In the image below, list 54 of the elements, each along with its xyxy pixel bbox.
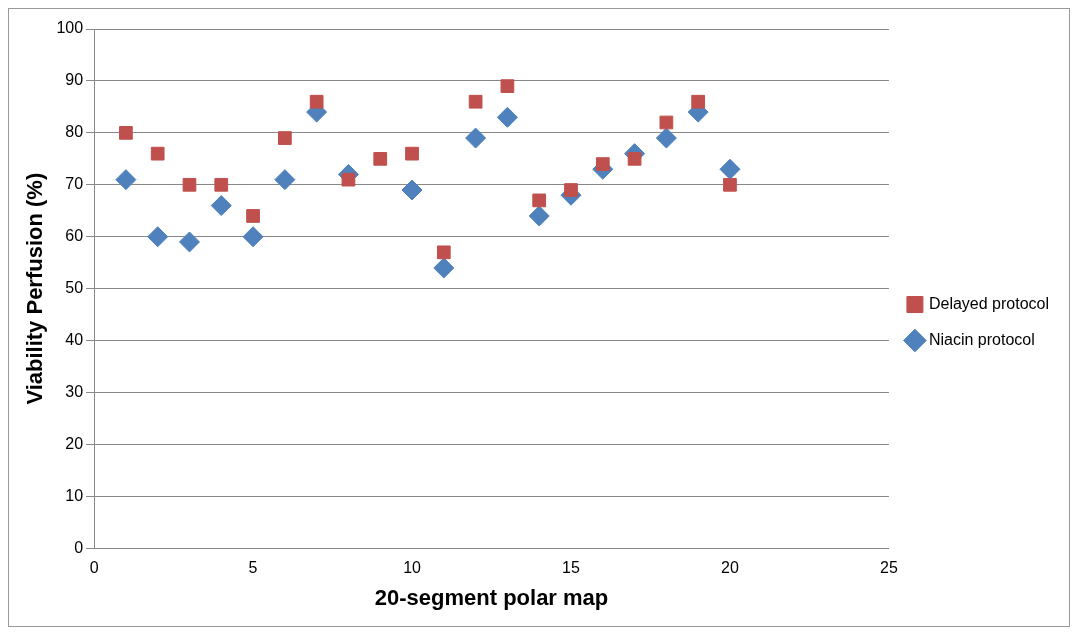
point <box>659 115 674 130</box>
y-tick-label: 50 <box>65 279 84 297</box>
point <box>242 226 264 248</box>
y-tick-label: 70 <box>65 175 84 193</box>
y-tick-label: 20 <box>65 434 84 452</box>
point <box>246 209 260 223</box>
point <box>496 106 518 128</box>
x-tick-label: 10 <box>403 559 422 577</box>
point <box>115 169 137 191</box>
point <box>214 177 229 192</box>
y-tick-label: 0 <box>74 538 84 556</box>
y-tick-label: 30 <box>65 382 84 400</box>
x-tick-label: 0 <box>89 559 99 577</box>
point <box>433 257 455 279</box>
point <box>341 172 356 187</box>
x-axis-title: 20-segment polar map <box>374 584 609 610</box>
point <box>373 151 388 166</box>
y-tick-label: 90 <box>65 71 84 89</box>
point <box>500 79 515 93</box>
x-tick-label: 15 <box>562 559 580 577</box>
y-tick-label: 80 <box>65 123 84 141</box>
x-tick-label: 5 <box>248 559 258 577</box>
point <box>309 94 324 109</box>
point <box>723 177 737 192</box>
legend-label: Delayed protocol <box>928 294 1050 312</box>
point <box>178 231 200 253</box>
point <box>691 94 706 109</box>
x-tick-label: 25 <box>880 559 898 577</box>
point <box>595 157 610 171</box>
y-axis-title: Viability Perfusion (%) <box>22 172 48 405</box>
point <box>655 127 677 149</box>
y-tick-label: 100 <box>56 19 84 37</box>
y-tick-label: 60 <box>65 227 84 245</box>
y-tick-label: 40 <box>65 331 84 349</box>
point <box>401 179 423 201</box>
point <box>564 183 578 197</box>
point <box>528 205 550 227</box>
point <box>182 177 197 192</box>
point <box>150 146 165 161</box>
point <box>147 226 169 248</box>
point <box>119 126 133 140</box>
point <box>468 94 483 109</box>
point <box>277 131 292 145</box>
point <box>719 158 741 180</box>
point <box>627 151 642 166</box>
point <box>532 193 547 208</box>
point <box>405 146 419 161</box>
point <box>436 245 451 260</box>
point <box>274 169 296 191</box>
legend-label: Niacin protocol <box>928 330 1035 348</box>
x-tick-label: 20 <box>721 559 739 577</box>
point <box>210 195 232 217</box>
y-tick-label: 10 <box>65 486 84 504</box>
point <box>465 127 487 149</box>
